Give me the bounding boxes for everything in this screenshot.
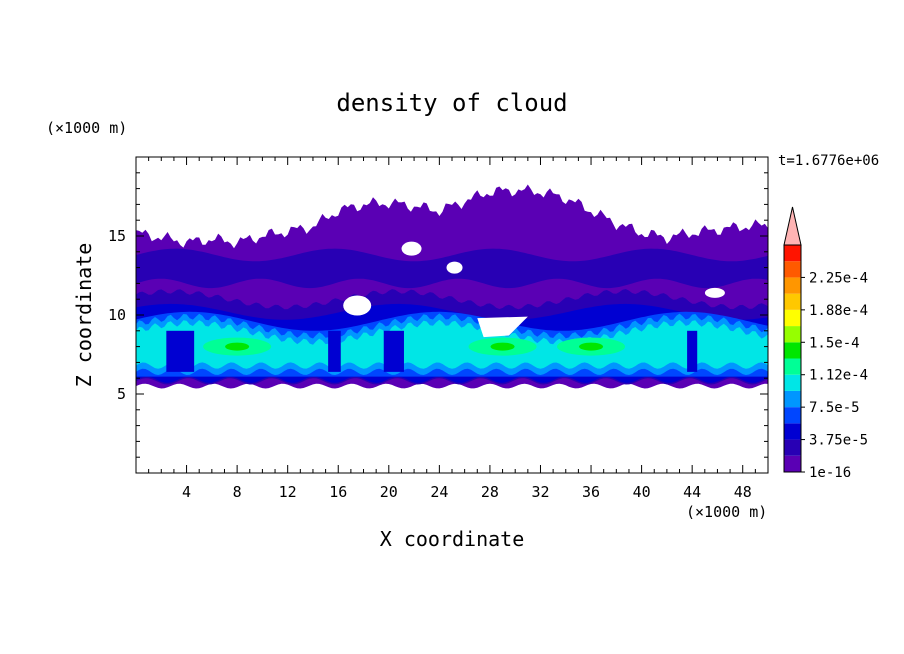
core-peak-1 — [490, 342, 515, 351]
x-tick-label-4: 20 — [380, 483, 398, 501]
colorbar-extend-arrow — [783, 206, 802, 246]
colorbar-swatch-5 — [784, 374, 801, 391]
y-tick-label-0: 5 — [117, 385, 126, 403]
x-tick-label-7: 32 — [531, 483, 549, 501]
colorbar-swatch-6 — [784, 358, 801, 375]
x-tick-label-5: 24 — [430, 483, 448, 501]
chart-title: density of cloud — [336, 89, 567, 117]
x-axis-unit: (×1000 m) — [686, 503, 767, 521]
colorbar-swatch-1 — [784, 439, 801, 456]
clear-air-hole-1 — [401, 241, 422, 256]
colorbar-swatch-13 — [784, 245, 801, 262]
clear-air-gap — [477, 316, 528, 338]
core-gap-0 — [166, 330, 195, 372]
x-axis: 4 8 12 16 20 24 28 32 36 40 44 48 — [148, 157, 756, 501]
core-gap-1 — [328, 330, 341, 372]
colorbar-swatch-3 — [784, 407, 801, 424]
y-tick-label-2: 15 — [108, 227, 126, 245]
colorbar: 1e-16 3.75e-5 7.5e-5 1.12e-4 1.5e-4 1.88e-4 2.… — [783, 206, 868, 481]
cloud-layer-core2 — [136, 319, 768, 369]
colorbar-swatch-0 — [784, 455, 801, 472]
x-tick-label-3: 16 — [329, 483, 347, 501]
colorbar-label-3: 1.12e-4 — [809, 368, 868, 384]
colorbar-swatch-10 — [784, 293, 801, 310]
x-tick-label-11: 48 — [734, 483, 752, 501]
x-tick-label-8: 36 — [582, 483, 600, 501]
core-gap-3 — [687, 330, 698, 372]
colorbar-swatch-9 — [784, 309, 801, 327]
core-gap-2 — [383, 330, 404, 372]
contour-field — [136, 184, 768, 389]
y-axis-unit: (×1000 m) — [46, 119, 127, 137]
x-tick-label-1: 8 — [233, 483, 242, 501]
y-tick-label-1: 10 — [108, 306, 126, 324]
x-tick-label-6: 28 — [481, 483, 499, 501]
colorbar-label-2: 7.5e-5 — [809, 400, 860, 416]
time-label: t=1.6776e+06 — [778, 153, 879, 169]
colorbar-label-1: 3.75e-5 — [809, 433, 868, 449]
colorbar-swatch-11 — [784, 277, 801, 294]
colorbar-swatch-12 — [784, 261, 801, 278]
colorbar-label-0: 1e-16 — [809, 465, 851, 481]
x-tick-label-2: 12 — [279, 483, 297, 501]
colorbar-swatch-7 — [784, 342, 801, 359]
core-peak-0 — [225, 342, 250, 351]
y-axis-label: Z coordinate — [72, 243, 96, 388]
colorbar-label-4: 1.5e-4 — [809, 335, 860, 351]
colorbar-swatch-4 — [784, 390, 801, 408]
y-axis: 5 10 15 — [108, 172, 768, 458]
colorbar-label-5: 1.88e-4 — [809, 303, 868, 319]
colorbar-swatch-8 — [784, 326, 801, 343]
x-tick-label-10: 44 — [683, 483, 701, 501]
x-tick-label-9: 40 — [633, 483, 651, 501]
clear-air-hole-0 — [343, 295, 372, 316]
clear-air-hole-3 — [704, 287, 725, 298]
x-tick-label-0: 4 — [182, 483, 191, 501]
colorbar-swatch-2 — [784, 423, 801, 440]
colorbar-label-6: 2.25e-4 — [809, 270, 868, 286]
core-peak-2 — [579, 342, 604, 351]
x-axis-label: X coordinate — [380, 527, 525, 551]
clear-air-hole-2 — [446, 261, 463, 274]
